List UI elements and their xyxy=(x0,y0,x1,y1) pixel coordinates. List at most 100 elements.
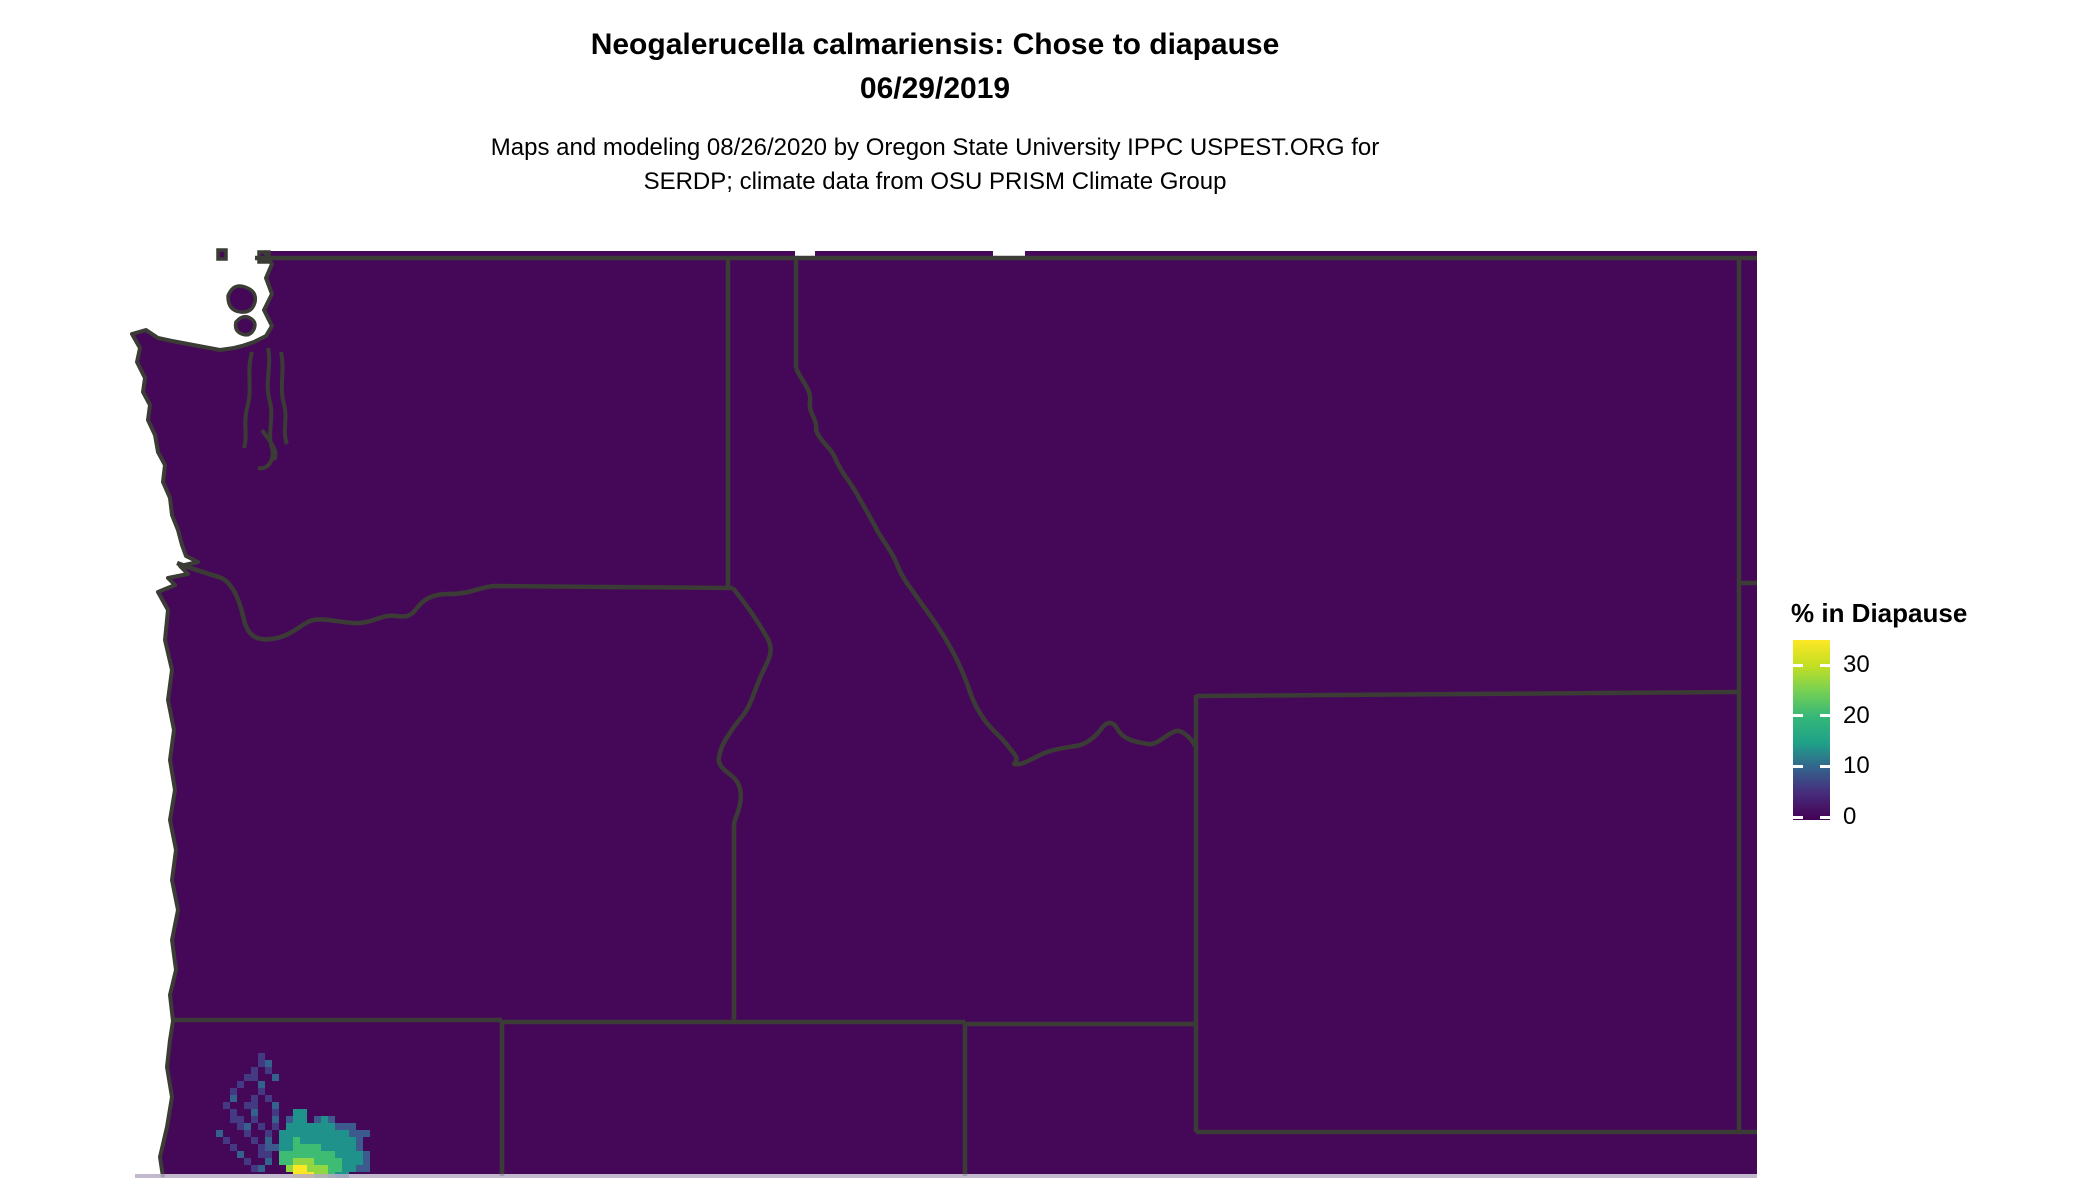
raster-cell xyxy=(265,1151,272,1158)
raster-cell xyxy=(349,1151,356,1158)
border-oregon-idaho xyxy=(716,586,773,1021)
legend-tick-label: 20 xyxy=(1843,701,1870,729)
raster-cell xyxy=(300,1137,307,1144)
raster-cell xyxy=(216,1130,223,1137)
raster-cell xyxy=(342,1151,349,1158)
raster-cell xyxy=(293,1123,300,1130)
raster-cell xyxy=(286,1158,293,1165)
raster-cell xyxy=(335,1123,342,1130)
raster-cell xyxy=(328,1123,335,1130)
raster-cell xyxy=(321,1123,328,1130)
raster-cell xyxy=(321,1116,328,1123)
san-juan-island xyxy=(226,284,258,314)
raster-cell xyxy=(272,1109,279,1116)
raster-cell xyxy=(335,1137,342,1144)
raster-cell xyxy=(356,1151,363,1158)
raster-cell xyxy=(307,1130,314,1137)
raster-cell xyxy=(272,1116,279,1123)
raster-cell xyxy=(244,1102,251,1109)
border-washington-oregon xyxy=(176,560,734,642)
raster-cell xyxy=(244,1074,251,1081)
lopez-island xyxy=(233,314,257,337)
raster-cell xyxy=(328,1151,335,1158)
raster-cell xyxy=(328,1116,335,1123)
raster-cell xyxy=(293,1165,300,1172)
raster-cell xyxy=(328,1137,335,1144)
raster-cell xyxy=(293,1151,300,1158)
raster-cell xyxy=(293,1144,300,1151)
raster-cell xyxy=(349,1158,356,1165)
raster-cell xyxy=(251,1109,258,1116)
hood-canal xyxy=(242,351,254,449)
raster-cell xyxy=(265,1130,272,1137)
raster-cell xyxy=(335,1151,342,1158)
raster-cell xyxy=(363,1130,370,1137)
raster-cell xyxy=(237,1116,244,1123)
border-idaho-montana-bitterroot xyxy=(793,367,1198,767)
raster-cell xyxy=(279,1151,286,1158)
raster-cell xyxy=(307,1165,314,1172)
legend-tick-label: 0 xyxy=(1843,803,1857,830)
diapause-hotspot-cells xyxy=(216,1053,370,1178)
raster-cell xyxy=(356,1144,363,1151)
border-42nd-parallel xyxy=(173,1017,1196,1027)
raster-cell xyxy=(279,1158,286,1165)
map-bottom-edge xyxy=(135,1174,1757,1178)
raster-cell xyxy=(293,1158,300,1165)
raster-cell xyxy=(363,1165,370,1172)
raster-cell xyxy=(307,1144,314,1151)
raster-cell xyxy=(244,1123,251,1130)
legend-tick-mark xyxy=(1820,714,1830,718)
raster-cell xyxy=(342,1123,349,1130)
raster-cell xyxy=(328,1130,335,1137)
puget-sound-south-inlet xyxy=(260,428,278,461)
raster-cell xyxy=(230,1109,237,1116)
raster-cell xyxy=(356,1165,363,1172)
legend-tick-mark xyxy=(1793,815,1803,819)
raster-cell xyxy=(300,1130,307,1137)
raster-cell xyxy=(335,1130,342,1137)
raster-cell xyxy=(265,1158,272,1165)
raster-cell xyxy=(251,1067,258,1074)
raster-cell xyxy=(300,1151,307,1158)
raster-cell xyxy=(321,1137,328,1144)
raster-cell xyxy=(349,1137,356,1144)
raster-cell xyxy=(223,1137,230,1144)
legend-tick-label: 10 xyxy=(1843,752,1870,780)
raster-cell xyxy=(307,1123,314,1130)
raster-cell xyxy=(300,1123,307,1130)
raster-cell xyxy=(349,1123,356,1130)
raster-cell xyxy=(328,1144,335,1151)
raster-cell xyxy=(314,1165,321,1172)
raster-cell xyxy=(363,1158,370,1165)
raster-cell xyxy=(307,1151,314,1158)
raster-cell xyxy=(321,1165,328,1172)
legend-tick-mark xyxy=(1793,764,1803,768)
raster-cell xyxy=(300,1116,307,1123)
raster-cell xyxy=(321,1130,328,1137)
raster-cell xyxy=(237,1123,244,1130)
raster-cell xyxy=(279,1137,286,1144)
legend-tick-mark xyxy=(1793,714,1803,718)
puget-sound-east-channel xyxy=(279,351,289,445)
raster-cell xyxy=(230,1095,237,1102)
raster-cell xyxy=(265,1095,272,1102)
raster-cell xyxy=(300,1144,307,1151)
raster-cell xyxy=(314,1151,321,1158)
raster-cell xyxy=(349,1144,356,1151)
raster-cell xyxy=(286,1130,293,1137)
raster-cell xyxy=(321,1151,328,1158)
raster-cell xyxy=(251,1137,258,1144)
legend-tick-mark xyxy=(1820,815,1830,819)
legend-tick-label: 30 xyxy=(1843,651,1870,679)
raster-cell xyxy=(286,1151,293,1158)
legend-tick-mark xyxy=(1820,764,1830,768)
raster-cell xyxy=(251,1116,258,1123)
raster-cell xyxy=(342,1137,349,1144)
raster-cell xyxy=(349,1165,356,1172)
raster-cell xyxy=(272,1123,279,1130)
raster-cell xyxy=(251,1095,258,1102)
raster-cell xyxy=(300,1158,307,1165)
